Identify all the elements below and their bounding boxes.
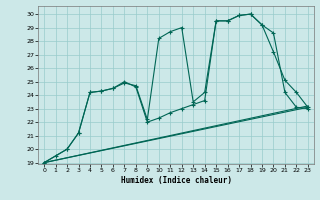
X-axis label: Humidex (Indice chaleur): Humidex (Indice chaleur) (121, 176, 231, 185)
